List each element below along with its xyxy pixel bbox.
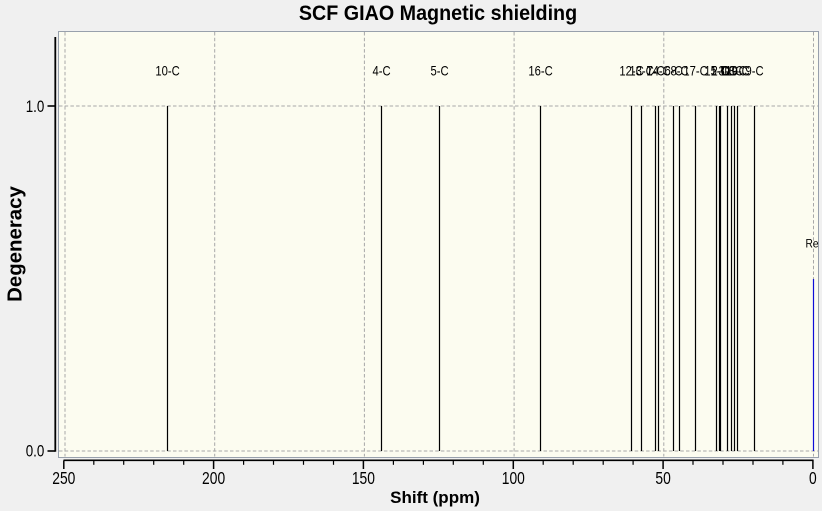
svg-text:100: 100 xyxy=(502,470,525,489)
svg-text:4-C: 4-C xyxy=(372,63,390,78)
svg-text:Shift (ppm): Shift (ppm) xyxy=(390,488,480,507)
svg-text:5-C: 5-C xyxy=(430,63,448,78)
svg-text:10-C: 10-C xyxy=(155,63,179,78)
svg-text:250: 250 xyxy=(52,470,75,489)
svg-text:11-C: 11-C xyxy=(720,63,744,78)
svg-text:Degeneracy: Degeneracy xyxy=(5,186,27,302)
svg-text:14-C: 14-C xyxy=(646,63,670,78)
svg-text:1-C: 1-C xyxy=(710,63,728,78)
svg-text:6-C: 6-C xyxy=(664,63,682,78)
svg-text:12-C: 12-C xyxy=(619,63,643,78)
svg-text:3-C: 3-C xyxy=(718,63,736,78)
svg-text:2-C: 2-C xyxy=(711,63,729,78)
svg-text:150: 150 xyxy=(352,470,375,489)
svg-text:SCF GIAO Magnetic shielding: SCF GIAO Magnetic shielding xyxy=(299,3,577,26)
svg-text:1.0: 1.0 xyxy=(26,99,45,116)
svg-text:15-C: 15-C xyxy=(704,63,728,78)
svg-text:Ref: Ref xyxy=(805,238,822,251)
svg-text:8-C: 8-C xyxy=(670,63,688,78)
svg-text:18-C: 18-C xyxy=(722,63,746,78)
svg-text:0: 0 xyxy=(809,470,817,489)
svg-text:9-C: 9-C xyxy=(745,63,763,78)
svg-text:16-C: 16-C xyxy=(528,63,552,78)
svg-text:200: 200 xyxy=(202,470,225,489)
svg-text:0.0: 0.0 xyxy=(26,443,45,460)
svg-text:17-C: 17-C xyxy=(683,63,707,78)
svg-text:19-C: 19-C xyxy=(725,63,749,78)
svg-text:13-C: 13-C xyxy=(629,63,653,78)
svg-text:7-C: 7-C xyxy=(646,63,664,78)
svg-text:50: 50 xyxy=(655,470,671,489)
